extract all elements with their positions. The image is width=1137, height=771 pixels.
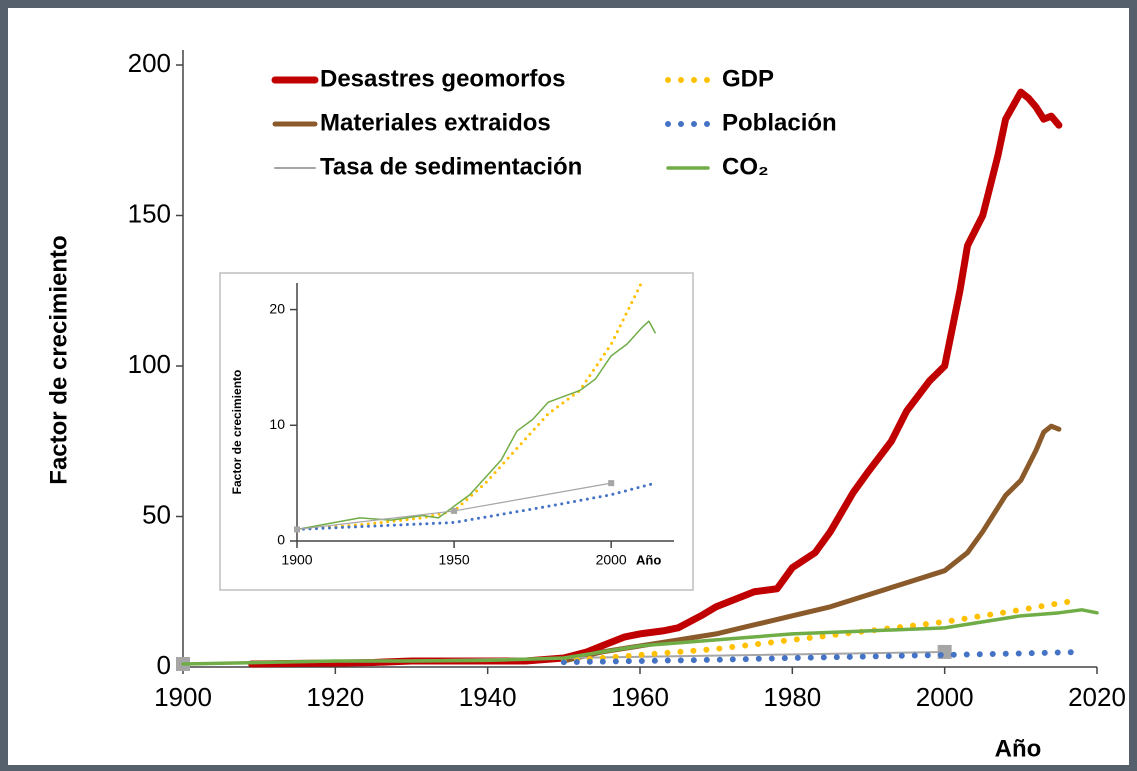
x-tick-label: 1900 xyxy=(281,552,312,568)
x-tick-label: 2000 xyxy=(916,682,974,712)
x-axis-title: Año xyxy=(995,735,1042,762)
x-tick-label: 1940 xyxy=(459,682,517,712)
x-tick-label: 1920 xyxy=(306,682,364,712)
x-tick-label: 2000 xyxy=(596,552,627,568)
y-tick-label: 100 xyxy=(128,349,171,379)
x-tick-label: 1960 xyxy=(611,682,669,712)
legend-label: CO₂ xyxy=(722,153,769,180)
marker xyxy=(451,508,457,514)
legend-label: GDP xyxy=(722,65,774,92)
y-tick-label: 0 xyxy=(277,532,285,548)
y-tick-label: 0 xyxy=(157,650,171,680)
chart: 0501001502001900192019401960198020002020… xyxy=(0,0,1137,771)
y-tick-label: 150 xyxy=(128,198,171,228)
y-tick-label: 200 xyxy=(128,48,171,78)
legend-label: Materiales extraidos xyxy=(320,109,551,136)
legend-label: Desastres geomorfos xyxy=(320,65,565,92)
x-tick-label: 1900 xyxy=(154,682,212,712)
legend-label: Tasa de sedimentación xyxy=(320,153,582,180)
y-axis-title: Factor de crecimiento xyxy=(45,235,72,484)
legend-label: Población xyxy=(722,109,837,136)
marker xyxy=(608,480,614,486)
y-tick-label: 50 xyxy=(142,499,171,529)
x-tick-label: 2020 xyxy=(1068,682,1126,712)
marker xyxy=(294,526,300,532)
x-axis-title: Año xyxy=(636,552,661,567)
x-tick-label: 1950 xyxy=(439,552,470,568)
y-axis-title: Factor de crecimiento xyxy=(230,370,244,495)
y-tick-label: 10 xyxy=(269,416,285,432)
y-tick-label: 20 xyxy=(269,300,285,316)
page: 0501001502001900192019401960198020002020… xyxy=(0,0,1137,771)
x-tick-label: 1980 xyxy=(763,682,821,712)
